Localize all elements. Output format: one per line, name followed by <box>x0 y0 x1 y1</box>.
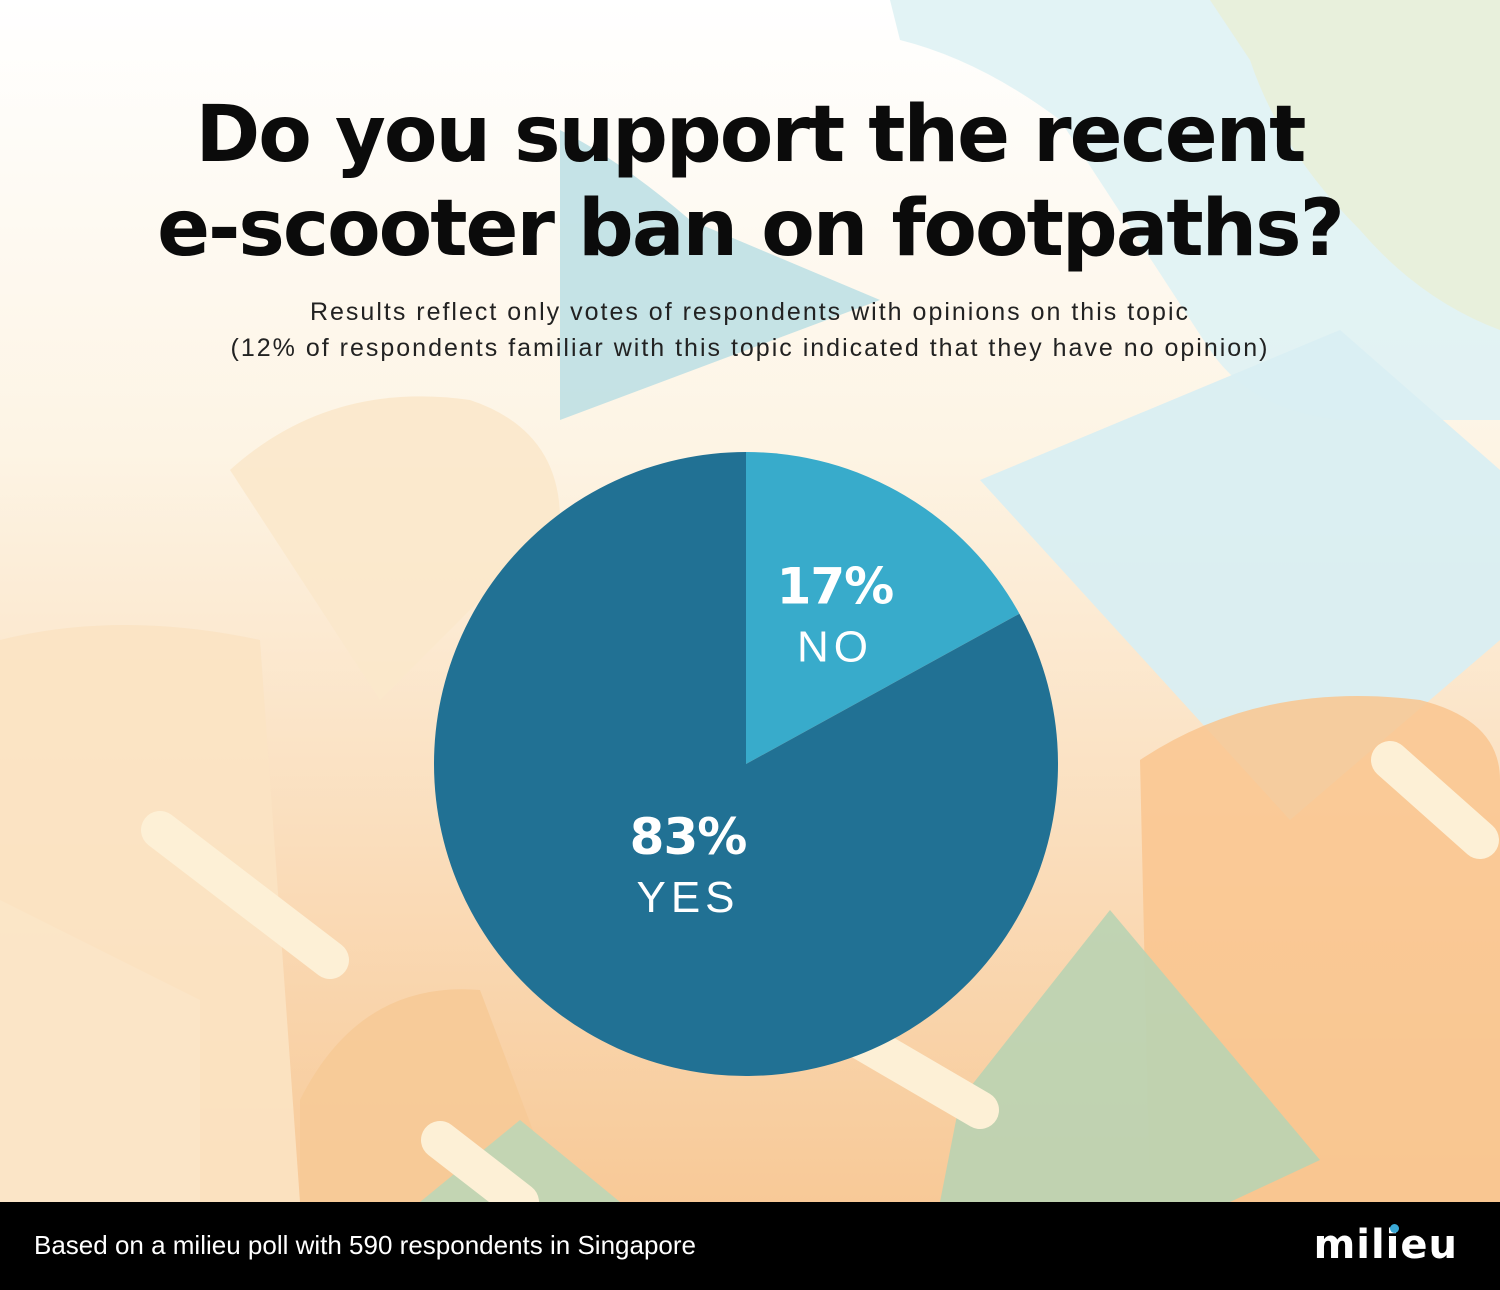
subtitle-line-1: Results reflect only votes of respondent… <box>309 298 1191 326</box>
slice-category-label-no: NO <box>797 623 873 672</box>
pie-slice-yes <box>433 452 1058 1077</box>
logo-dot-icon <box>1389 1224 1399 1233</box>
chart-subtitle: Results reflect only votes of respondent… <box>0 294 1500 366</box>
title-line-1: Do you support the recent <box>195 90 1307 180</box>
pie-slice-no <box>746 452 1020 764</box>
footer-bar: Based on a milieu poll with 590 responde… <box>0 1202 1500 1290</box>
slice-value-label-no: 17% <box>777 558 894 616</box>
milieu-logo: milieu <box>1314 1222 1458 1268</box>
subtitle-line-2: (12% of respondents familiar with this t… <box>230 334 1270 362</box>
title-line-2: e-scooter ban on footpaths? <box>157 184 1345 274</box>
footer-source-text: Based on a milieu poll with 590 responde… <box>34 1230 696 1260</box>
chart-title: Do you support the recent e-scooter ban … <box>0 88 1500 276</box>
slice-category-label-yes: YES <box>636 873 739 922</box>
logo-text: milieu <box>1313 1222 1458 1268</box>
slice-value-label-yes: 83% <box>630 808 747 866</box>
